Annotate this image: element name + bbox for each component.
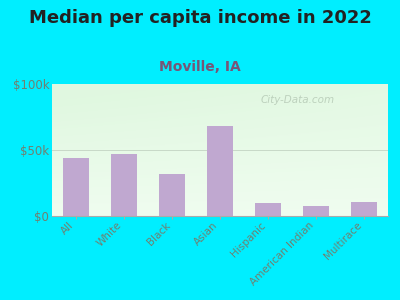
Text: Median per capita income in 2022: Median per capita income in 2022 (28, 9, 372, 27)
Text: City-Data.com: City-Data.com (260, 94, 334, 105)
Bar (303, 206, 329, 216)
Bar (63, 158, 89, 216)
Bar (111, 154, 137, 216)
Bar (159, 174, 185, 216)
Bar (207, 126, 233, 216)
Text: Moville, IA: Moville, IA (159, 60, 241, 74)
Bar (255, 203, 281, 216)
Bar (351, 202, 377, 216)
